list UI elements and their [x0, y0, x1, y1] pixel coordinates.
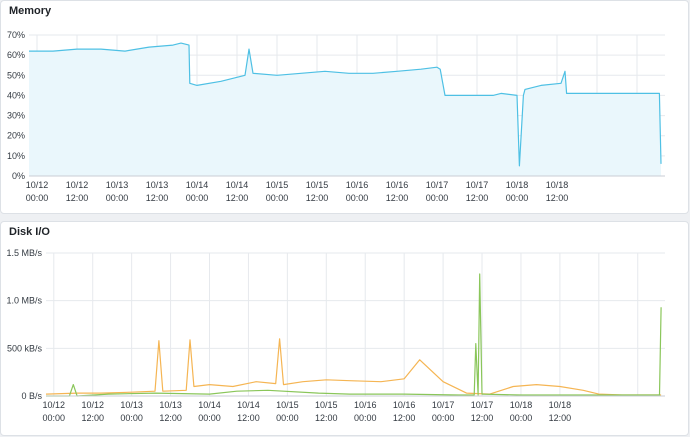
memory-y-tick-label: 0% [12, 171, 25, 181]
memory-y-tick-label: 60% [7, 50, 25, 60]
memory-x-tick-label: 10/12 00:00 [26, 180, 49, 203]
memory-y-tick-label: 70% [7, 30, 25, 40]
disk-io-y-tick-label: 1.0 MB/s [6, 296, 42, 306]
memory-x-tick-label: 10/16 00:00 [346, 180, 369, 203]
memory-x-tick-label: 10/14 12:00 [226, 180, 249, 203]
memory-chart: 0% 10% 20% 30% 40% 50% 60% 70% 10/12 00:00 10/12 12… [7, 30, 665, 203]
memory-x-tick-label: 10/17 12:00 [466, 180, 489, 203]
disk-io-series-line-1 [46, 273, 662, 397]
memory-series-area-0 [29, 43, 661, 176]
disk-io-x-tick-label: 10/18 00:00 [510, 400, 533, 423]
disk-io-x-tick-label: 10/16 00:00 [354, 400, 377, 423]
memory-y-tick-label: 10% [7, 151, 25, 161]
memory-y-tick-label: 40% [7, 90, 25, 100]
disk-io-chart-title: Disk I/O [9, 226, 50, 238]
disk-io-x-tick-label: 10/14 12:00 [237, 400, 260, 423]
disk-io-x-tick-label: 10/13 00:00 [120, 400, 143, 423]
memory-x-tick-label: 10/18 00:00 [506, 180, 529, 203]
disk-io-y-tick-label: 500 kB/s [7, 343, 43, 353]
disk-io-x-tick-label: 10/17 12:00 [471, 400, 494, 423]
disk-io-x-tick-label: 10/12 12:00 [81, 400, 104, 423]
memory-x-tick-label: 10/13 00:00 [106, 180, 129, 203]
disk-io-x-tick-label: 10/13 12:00 [159, 400, 182, 423]
disk-io-x-tick-label: 10/15 12:00 [315, 400, 338, 423]
disk-io-x-tick-label: 10/17 00:00 [432, 400, 455, 423]
disk-io-x-tick-label: 10/18 12:00 [549, 400, 572, 423]
disk-io-x-tick-label: 10/14 00:00 [198, 400, 221, 423]
disk-io-y-tick-label: 0 B/s [21, 391, 42, 401]
disk-io-y-tick-label: 1.5 MB/s [6, 248, 42, 258]
memory-x-tick-label: 10/13 12:00 [146, 180, 169, 203]
memory-x-tick-label: 10/14 00:00 [186, 180, 209, 203]
memory-x-tick-label: 10/12 12:00 [66, 180, 89, 203]
memory-x-tick-label: 10/17 00:00 [426, 180, 449, 203]
memory-panel: Memory 0% 10% 20% 30% 40% 50% 60% 70% 10/12 00:00… [0, 0, 689, 214]
memory-x-tick-label: 10/18 12:00 [546, 180, 569, 203]
disk-io-chart: 0 B/s 500 kB/s 1.0 MB/s 1.5 MB/s 10/12 00:00 1… [6, 248, 665, 423]
memory-y-tick-label: 50% [7, 70, 25, 80]
memory-x-tick-label: 10/15 00:00 [266, 180, 289, 203]
disk-io-panel: Disk I/O 0 B/s 500 kB/s 1.0 MB/s 1.5 MB/s 10… [0, 221, 689, 436]
memory-series-line-0 [29, 42, 662, 167]
memory-y-tick-label: 30% [7, 111, 25, 121]
memory-x-tick-label: 10/16 12:00 [386, 180, 409, 203]
disk-io-x-tick-label: 10/12 00:00 [43, 400, 66, 423]
disk-io-x-tick-label: 10/16 12:00 [393, 400, 416, 423]
disk-io-series-line-0 [45, 338, 662, 396]
memory-y-tick-label: 20% [7, 131, 25, 141]
memory-chart-title: Memory [9, 5, 52, 17]
disk-io-x-tick-label: 10/15 00:00 [276, 400, 299, 423]
memory-x-tick-label: 10/15 12:00 [306, 180, 329, 203]
